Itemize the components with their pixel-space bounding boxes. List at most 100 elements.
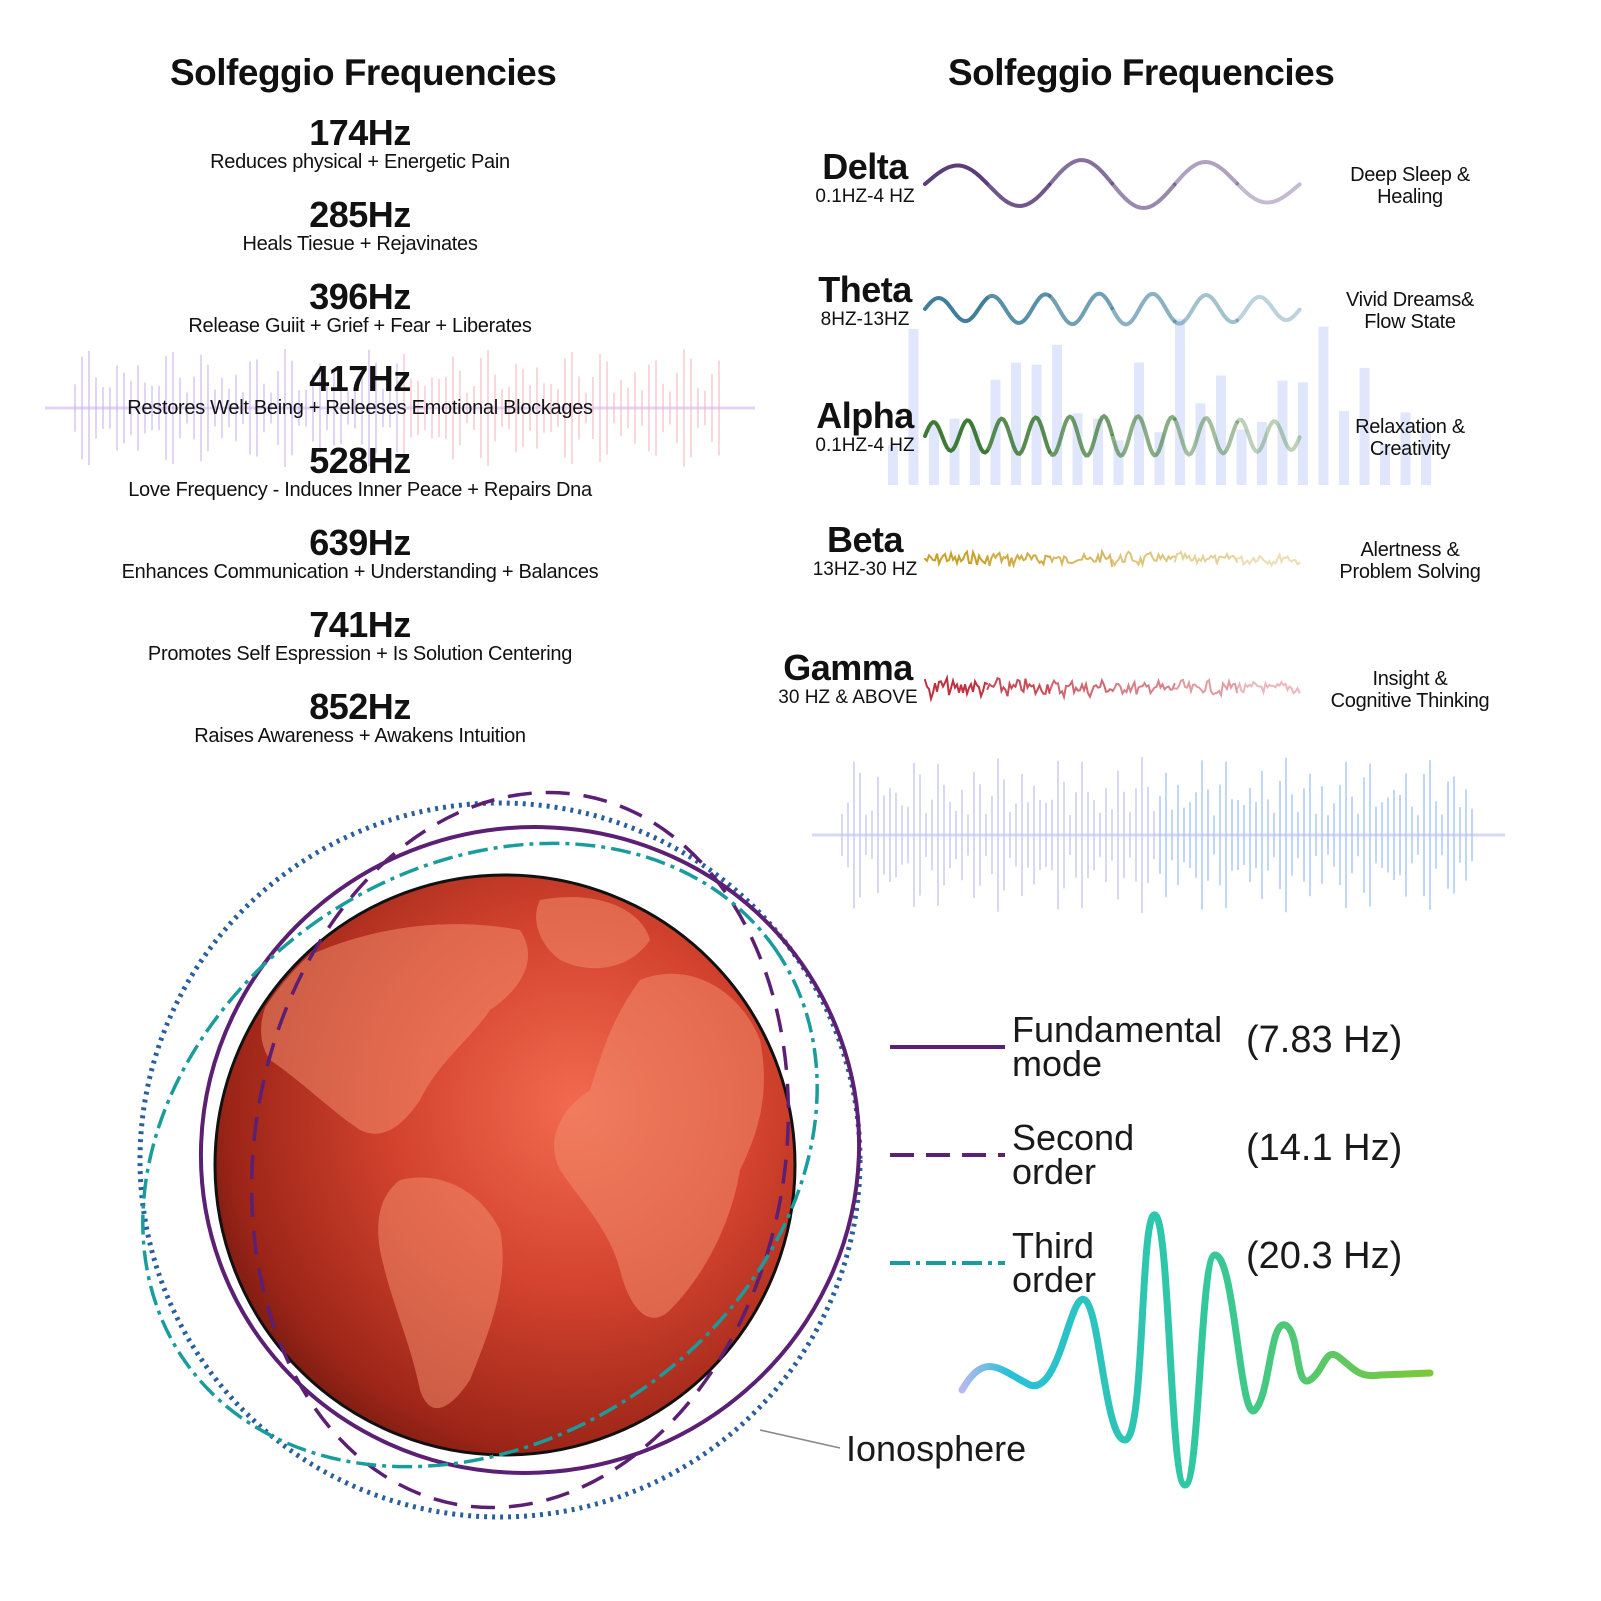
brainwave-curve-beta [1111,550,1176,568]
brainwave-curve-delta [1110,182,1177,210]
brainwave-effect: Deep Sleep & Healing [1330,164,1490,208]
background-bar [970,430,980,485]
legend-label: Second order [1012,1117,1135,1192]
frequency-description: Love Frequency - Induces Inner Peace + R… [128,479,592,501]
brainwave-label-delta: Delta 0.1HZ-4 HZ [780,148,950,208]
legend-frequency: (20.3 Hz) [1246,1235,1403,1277]
frequency-description: Heals Tiesue + Rejavinates [242,233,478,255]
background-bar [1318,326,1329,485]
brainwave-name: Alpha [816,395,914,436]
brainwave-curve-alpha [923,418,989,455]
third-order-ring [141,841,819,1469]
ionosphere-pointer-line [759,1429,841,1449]
background-bar [1298,382,1308,485]
brainwave-name: Gamma [783,647,913,688]
background-bar [1216,375,1226,485]
legend-frequency: (14.1 Hz) [1246,1127,1403,1169]
background-bar [1257,421,1267,485]
background-bar [1359,367,1370,485]
fundamental-mode-ring [198,825,862,1475]
background-bar [1339,410,1349,485]
background-bar [1093,418,1103,485]
background-bar [1011,362,1021,485]
brainwave-curve-theta [1048,291,1114,327]
brainwave-effect-line2: Healing [1377,186,1443,208]
brainwave-curve-alpha [1048,413,1114,458]
frequency-item: 417Hz Restores Welt Being + Releeses Emot… [80,358,640,420]
frequency-value: 417Hz [309,358,411,399]
background-bar [1195,403,1206,485]
brainwave-effect: Insight & Cognitive Thinking [1330,668,1490,712]
brainwave-curve-gamma [1174,677,1238,699]
brainwave-label-theta: Theta 8HZ-13HZ [780,271,950,331]
brainwave-curve-beta [986,550,1051,569]
brainwave-name: Beta [826,519,904,560]
frequency-item: 639Hz Enhances Communication + Understand… [80,522,640,584]
brainwave-effect-line1: Vivid Dreams& [1346,289,1474,311]
brainwave-name: Theta [818,269,912,310]
background-bar [1277,380,1288,485]
brainwave-curve-beta [924,548,988,568]
brainwave-effect: Relaxation & Creativity [1330,416,1490,460]
brainwave-curve-beta [1236,552,1301,568]
frequency-value: 174Hz [309,112,411,153]
legend-frequency: (7.83 Hz) [1246,1019,1403,1061]
legend-label-line2: order [1012,1151,1097,1192]
frequency-item: 396Hz Release Guiit + Grief + Fear + Libe… [80,279,640,338]
frequency-value: 741Hz [309,604,411,645]
brainwave-curve-theta [1235,294,1302,323]
brainwave-range: 30 HZ & ABOVE [778,687,918,708]
brainwave-curve-theta [1110,291,1177,327]
brainwave-range: 0.1HZ-4 HZ [815,435,915,456]
brainwave-range: 8HZ-13HZ [820,309,910,330]
brainwave-effect-line2: Problem Solving [1339,561,1481,583]
frequency-description: Release Guiit + Grief + Fear + Liberates [188,315,532,337]
legend-label: Fundamental mode [1012,1012,1222,1084]
legend-label-line2: order [1012,1259,1097,1300]
brainwave-curve-delta [1173,159,1239,186]
legend-label-line2: mode [1012,1043,1103,1084]
resonance-wave [958,1211,1434,1489]
brainwave-curve-gamma [1111,677,1176,696]
background-bar [1380,443,1390,485]
background-bar [1072,413,1083,485]
brainwave-curve-delta [985,182,1052,209]
frequency-value: 639Hz [309,522,411,563]
brainwave-curve-delta [1235,182,1302,205]
background-bar [1052,344,1062,485]
brainwave-curve-theta [985,292,1052,325]
background-bar [888,445,898,485]
frequency-value: 528Hz [309,440,411,481]
brainwave-curve-beta [1049,548,1113,568]
right-panel-title: Solfeggio Frequencies [948,52,1335,93]
background-bar [908,328,919,485]
brainwave-curve-delta [923,163,989,186]
frequency-value: 852Hz [309,686,411,727]
brainwave-effect: Vivid Dreams& Flow State [1330,289,1490,333]
brainwave-name: Delta [822,146,908,187]
frequency-value: 285Hz [309,194,411,235]
background-bar [929,424,939,485]
ionosphere-label: Ionosphere [846,1428,1027,1469]
brainwave-curve-beta [1174,550,1238,566]
brainwave-curve-delta [1048,158,1114,186]
brainwave-effect: Alertness & Problem Solving [1330,539,1490,583]
brainwave-label-gamma: Gamma 30 HZ & ABOVE [768,649,928,709]
legend-label-line1: Second [1012,1117,1135,1158]
brainwave-curve-gamma [924,673,988,703]
frequency-item: 741Hz Promotes Self Espression + Is Solut… [80,604,640,666]
background-bar [1154,432,1165,485]
frequency-item: 174Hz Reduces physical + Energetic Pain [80,112,640,174]
brainwave-curve-gamma [1236,680,1301,696]
legend-label: Third order [1012,1228,1097,1300]
brainwave-range: 0.1HZ-4 HZ [815,186,915,207]
background-bar [1113,440,1124,485]
frequency-item: 528Hz Love Frequency - Induces Inner Peac… [80,440,640,502]
brainwave-curve-alpha [985,415,1052,456]
brainwave-effect-line2: Flow State [1364,311,1456,333]
background-bar [949,418,960,485]
brainwave-effect-line1: Alertness & [1360,539,1460,561]
brainwave-curve-gamma [986,676,1051,697]
background-bar [1031,364,1042,485]
